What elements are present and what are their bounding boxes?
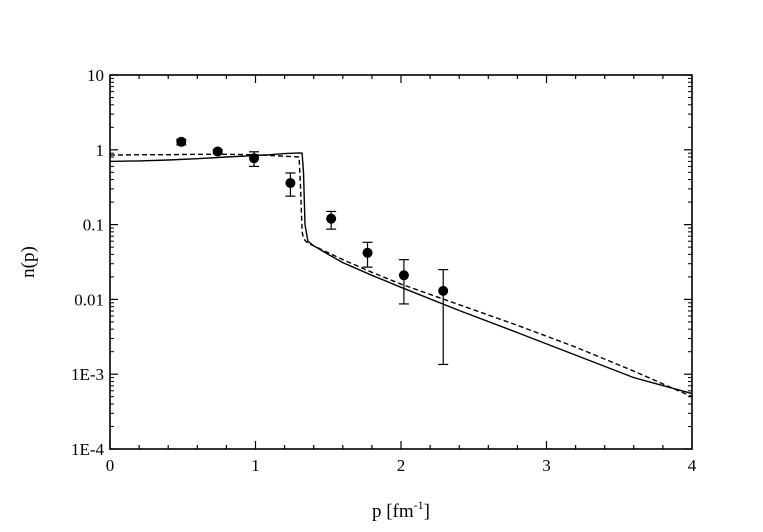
data-point <box>176 136 187 147</box>
x-tick-label: 4 <box>688 456 697 475</box>
data-point <box>249 153 260 164</box>
y-tick-label: 1 <box>96 141 105 160</box>
x-axis-title-sup: -1 <box>414 498 424 512</box>
x-axis-title-close: ] <box>424 501 430 522</box>
y-tick-label: 0.1 <box>83 216 104 235</box>
ticks-layer <box>109 74 693 450</box>
data-point <box>438 285 449 296</box>
x-tick-label: 1 <box>251 456 260 475</box>
data-point <box>362 247 373 258</box>
labels-layer: 0 1 2 3 4 1E-4 1E-3 0.01 0.1 1 10 <box>71 66 697 475</box>
data-point <box>212 146 223 157</box>
data-point <box>398 270 409 281</box>
y-tick-label: 1E-3 <box>71 365 104 384</box>
x-tick-label: 2 <box>397 456 406 475</box>
marker-layer <box>176 136 449 366</box>
x-axis-title: p [fm-1] <box>372 498 430 522</box>
y-tick-label: 1E-4 <box>71 440 105 459</box>
data-point <box>285 177 296 188</box>
x-axis-title-main: p [fm <box>372 501 414 522</box>
x-tick-label: 3 <box>542 456 551 475</box>
y-axis-title: n(p) <box>18 246 39 278</box>
data-point <box>326 213 337 224</box>
y-tick-label: 0.01 <box>74 290 104 309</box>
series-line-solid <box>109 152 693 395</box>
x-tick-label: 0 <box>106 456 115 475</box>
plot-frame <box>109 74 693 450</box>
y-tick-label: 10 <box>87 66 104 85</box>
